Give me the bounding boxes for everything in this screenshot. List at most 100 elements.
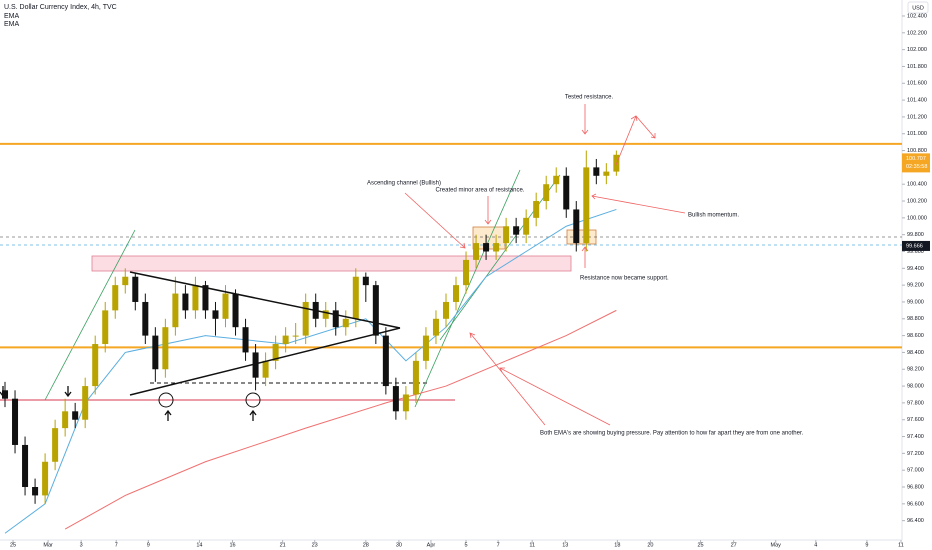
chart-title: U.S. Dollar Currency Index, 4h, TVC: [4, 4, 117, 11]
y-tick-label: 96.600: [907, 501, 924, 507]
y-tick-label: 97.800: [907, 400, 924, 406]
candle-body: [12, 398, 19, 445]
triangle-line: [129, 271, 401, 329]
x-tick-label: 28: [363, 542, 369, 548]
annotation: Ascending channel (Bullish): [367, 181, 441, 187]
price-label-box: [902, 153, 930, 173]
candle-body: [272, 344, 279, 361]
circle-marker: [245, 392, 261, 408]
candle-body: [102, 310, 109, 345]
candle-body: [473, 243, 480, 260]
candle-body: [543, 184, 550, 202]
candle-body: [402, 394, 409, 412]
candle-body: [72, 411, 79, 420]
candle-body: [302, 301, 309, 336]
y-tick-label: 102.000: [907, 47, 927, 53]
candle-body: [242, 327, 249, 353]
annotation-arrow: [404, 192, 466, 249]
candle-body: [442, 301, 449, 319]
candle-body: [603, 171, 610, 176]
down-arrow: [0, 386, 7, 398]
x-tick-label: 21: [280, 542, 286, 548]
candle-body: [503, 226, 510, 244]
x-tick-label: 27: [731, 542, 737, 548]
candle-body: [292, 335, 299, 337]
x-tick-label: 7: [497, 542, 500, 548]
candle-body: [453, 285, 460, 302]
candle-body: [132, 276, 139, 302]
x-tick-label: 3: [80, 542, 83, 548]
candle-body: [282, 335, 289, 345]
candle-body: [322, 310, 329, 319]
y-tick-label: 102.400: [907, 13, 927, 19]
currency[interactable]: USD: [912, 5, 924, 11]
resistance-zone: [91, 255, 572, 272]
candle-body: [202, 285, 209, 311]
currency-box[interactable]: [907, 1, 929, 14]
candle-body: [22, 444, 29, 488]
x-tick-label: 18: [614, 542, 620, 548]
x-tick-label: 9: [147, 542, 150, 548]
candle-body: [152, 335, 159, 370]
y-tick-label: 98.200: [907, 367, 924, 373]
candle-body: [62, 411, 69, 429]
y-tick-label: 98.400: [907, 350, 924, 356]
candle-body: [52, 428, 59, 462]
candle-body: [32, 487, 39, 496]
candle-body: [392, 386, 399, 412]
x-tick-label: 30: [396, 542, 402, 548]
candle-body: [553, 175, 560, 185]
annotation-arrow: [581, 246, 589, 268]
candle-body: [563, 175, 570, 210]
candle-body: [432, 318, 439, 336]
x-tick-label: Mar: [43, 542, 53, 548]
y-tick-label: 97.200: [907, 451, 924, 457]
annotation-arrow: [591, 193, 686, 214]
candle-body: [362, 276, 369, 286]
y-tick-label: 98.000: [907, 384, 924, 390]
y-tick-label: 97.400: [907, 434, 924, 440]
x-tick-label: 23: [312, 542, 318, 548]
x-tick-label: 5: [465, 542, 468, 548]
x-tick-label: 4: [814, 542, 817, 548]
up-arrow: [164, 409, 172, 421]
circle-marker: [158, 392, 174, 408]
candle-body: [142, 301, 149, 336]
up-arrow: [249, 409, 257, 421]
marks: [2, 150, 620, 504]
ema-line: [64, 309, 617, 530]
candle-body: [593, 167, 600, 176]
candle-body: [342, 318, 349, 328]
y-tick-label: 99.800: [907, 232, 924, 238]
drawings-over: Tested resistance. Ascending channel (Bu…: [0, 95, 804, 437]
annotation: Tested resistance.: [565, 95, 614, 101]
candle-body: [583, 167, 590, 244]
candle-body: [172, 293, 179, 328]
annotation-arrow: [484, 196, 492, 225]
y-tick-label: 99.400: [907, 266, 924, 272]
candle-body: [262, 360, 269, 378]
annotation: Bullish momentum.: [688, 213, 739, 219]
down-arrow: [64, 386, 72, 398]
candle-body: [82, 386, 89, 420]
x-tick-label: 11: [898, 542, 904, 548]
candle-body: [112, 285, 119, 311]
y-tick-label: 96.800: [907, 484, 924, 490]
price-label: 99.666: [906, 243, 923, 249]
y-tick-label: 100.800: [907, 148, 927, 154]
channel-line: [44, 229, 136, 401]
price-label-box: [902, 240, 930, 251]
y-tick-label: 99.600: [907, 249, 924, 255]
y-tick-label: 97.000: [907, 468, 924, 474]
y-tick-label: 102.200: [907, 30, 927, 36]
channel-line: [439, 174, 561, 341]
candle-body: [382, 335, 389, 387]
annotation-arrow: [469, 332, 546, 426]
candle-body: [422, 335, 429, 361]
candle-body: [483, 243, 490, 252]
y-tick-label: 97.600: [907, 417, 924, 423]
y-tick-label: 101.400: [907, 98, 927, 104]
x-tick-label: 25: [697, 542, 703, 548]
x-tick-label: 9: [865, 542, 868, 548]
